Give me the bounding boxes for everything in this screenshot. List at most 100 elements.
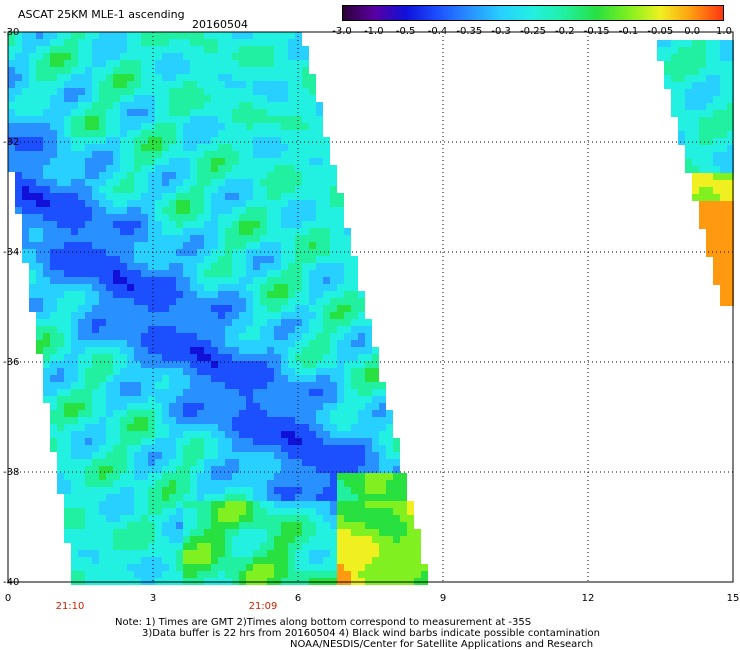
swath-cell [120,53,127,60]
swath-cell [183,291,190,298]
swath-cell [344,438,351,445]
swath-cell [218,53,225,60]
swath-cell [351,403,358,410]
swath-cell [316,459,323,466]
swath-cell [309,319,316,326]
swath-cell [169,494,176,501]
swath-cell [120,74,127,81]
swath-cell [218,452,225,459]
swath-cell [727,243,734,250]
swath-cell [148,60,155,67]
swath-cell [309,452,316,459]
swath-cell [113,95,120,102]
swath-cell [267,214,274,221]
swath-cell [232,74,239,81]
swath-cell [204,522,211,529]
swath-cell [281,53,288,60]
swath-cell [267,501,274,508]
swath-cell [358,298,365,305]
swath-cell [57,445,64,452]
swath-cell [141,193,148,200]
swath-cell [274,221,281,228]
swath-cell [169,193,176,200]
swath-cell [64,123,71,130]
swath-cell [337,228,344,235]
swath-cell [706,96,713,103]
swath-cell [225,403,232,410]
swath-cell [190,116,197,123]
swath-cell [267,200,274,207]
swath-cell [302,228,309,235]
swath-cell [267,179,274,186]
swath-cell [120,571,127,578]
swath-cell [64,501,71,508]
swath-cell [78,214,85,221]
swath-cell [239,158,246,165]
swath-cell [302,305,309,312]
swath-cell [218,550,225,557]
swath-cell [253,452,260,459]
swath-cell [127,256,134,263]
swath-cell [337,368,344,375]
swath-cell [43,74,50,81]
swath-cell [720,257,727,264]
swath-cell [78,284,85,291]
swath-cell [64,375,71,382]
swath-cell [692,110,699,117]
swath-cell [323,396,330,403]
swath-cell [127,375,134,382]
swath-cell [372,424,379,431]
swath-cell [71,235,78,242]
swath-cell [720,131,727,138]
swath-cell [36,207,43,214]
swath-cell [43,88,50,95]
swath-cell [78,172,85,179]
swath-cell [169,102,176,109]
swath-cell [169,95,176,102]
swath-cell [176,508,183,515]
swath-cell [386,424,393,431]
swath-cell [148,102,155,109]
swath-cell [281,270,288,277]
swath-cell [685,152,692,159]
swath-cell [246,312,253,319]
swath-cell [288,487,295,494]
swath-cell [720,96,727,103]
swath-cell [92,165,99,172]
swath-cell [71,361,78,368]
swath-cell [344,473,351,480]
swath-cell [344,452,351,459]
swath-cell [92,417,99,424]
swath-cell [113,529,120,536]
swath-cell [344,571,351,578]
swath-cell [85,305,92,312]
swath-cell [211,466,218,473]
swath-cell [274,487,281,494]
swath-cell [141,445,148,452]
swath-cell [330,207,337,214]
swath-cell [176,81,183,88]
swath-cell [190,340,197,347]
swath-cell [720,124,727,131]
swath-cell [204,284,211,291]
swath-cell [302,361,309,368]
swath-cell [239,326,246,333]
swath-cell [323,291,330,298]
swath-cell [274,284,281,291]
swath-cell [113,32,120,39]
swath-cell [64,200,71,207]
swath-cell [120,270,127,277]
swath-cell [22,172,29,179]
swath-cell [302,445,309,452]
swath-cell [372,375,379,382]
swath-cell [246,172,253,179]
swath-cell [85,543,92,550]
swath-cell [288,193,295,200]
swath-cell [134,508,141,515]
swath-cell [204,396,211,403]
swath-cell [309,305,316,312]
swath-cell [232,326,239,333]
swath-cell [218,74,225,81]
swath-cell [323,375,330,382]
swath-cell [253,179,260,186]
